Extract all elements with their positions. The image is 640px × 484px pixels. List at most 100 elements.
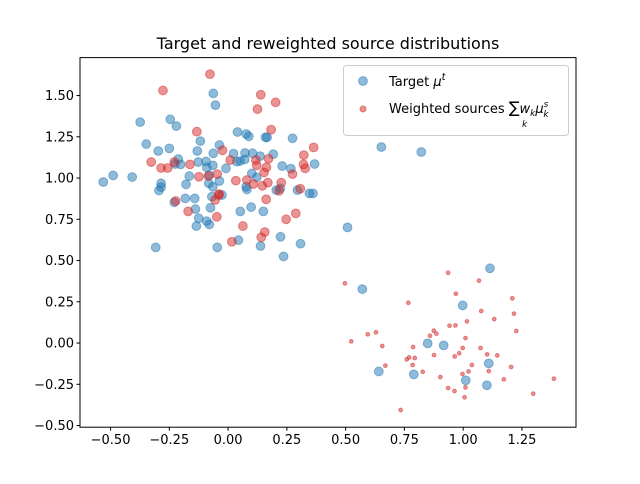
source-point	[191, 126, 202, 137]
target-point	[208, 88, 219, 99]
source-point-small	[511, 311, 517, 317]
target-point	[246, 202, 257, 212]
target-point	[207, 181, 218, 192]
x-axis: −0.50 −0.25 0.00 0.25 0.50 0.75 1.00 1.25	[91, 427, 536, 448]
source-point-small	[453, 322, 458, 328]
source-point	[211, 211, 222, 222]
target-point	[164, 143, 175, 154]
source-point	[226, 236, 237, 247]
source-point	[170, 196, 181, 206]
target-point	[98, 177, 109, 187]
x-tick-label: 0.50	[331, 433, 360, 448]
source-point	[194, 171, 204, 182]
source-point-small	[433, 331, 439, 337]
legend-label-sources: Weighted sources ∑wkμs k	[389, 98, 549, 120]
source-point	[300, 163, 311, 174]
target-point	[127, 172, 138, 182]
target-point	[192, 146, 203, 156]
source-point-small	[486, 368, 492, 374]
target-point	[221, 163, 231, 174]
target-point	[287, 133, 298, 144]
source-point-small	[447, 323, 452, 329]
legend-math-sum: ∑	[509, 98, 520, 117]
x-tick-label: 1.00	[449, 433, 478, 448]
source-point-small	[501, 376, 507, 382]
source-point-small	[373, 329, 379, 335]
target-point	[150, 242, 161, 253]
target-point	[108, 170, 119, 181]
target-point	[154, 185, 164, 196]
target-point	[262, 132, 273, 143]
legend-marker-sources	[359, 105, 367, 113]
source-point	[281, 214, 292, 225]
source-point	[205, 69, 215, 79]
source-point-small	[551, 376, 557, 382]
source-point	[262, 177, 273, 188]
source-point-small	[476, 278, 482, 284]
source-point-small	[478, 308, 484, 314]
source-point	[255, 89, 266, 100]
source-point	[252, 104, 263, 114]
target-point	[153, 146, 164, 156]
source-point-small	[342, 280, 348, 286]
points-layer	[98, 69, 557, 413]
x-tick-label: −0.25	[149, 433, 189, 448]
source-point	[270, 97, 281, 108]
target-point	[141, 139, 152, 149]
target-point	[460, 375, 471, 386]
source-point-small	[463, 335, 468, 341]
source-point	[203, 171, 214, 181]
source-point	[225, 155, 236, 165]
source-point-small	[431, 328, 437, 334]
legend-label-target: Target μt	[388, 72, 447, 90]
legend-math: w	[520, 102, 531, 117]
source-point-small	[530, 391, 536, 397]
x-tick-label: −0.50	[91, 433, 131, 448]
source-point-small	[445, 385, 451, 391]
target-point	[171, 121, 182, 131]
source-point-small	[466, 369, 471, 374]
source-point-small	[410, 344, 416, 350]
source-point-small	[453, 291, 459, 297]
source-point-small	[462, 394, 467, 400]
source-point	[238, 221, 248, 231]
y-tick-label: 1.50	[45, 89, 74, 104]
target-point	[309, 159, 320, 169]
source-point-small	[405, 300, 411, 306]
source-point	[214, 189, 225, 199]
legend-text: Target	[388, 75, 433, 90]
target-point	[416, 147, 427, 157]
source-point-small	[398, 407, 404, 413]
target-point	[180, 193, 191, 204]
y-tick-label: −0.50	[34, 419, 74, 434]
y-tick-label: 1.00	[45, 172, 74, 187]
target-point	[308, 188, 318, 199]
target-point	[485, 263, 495, 274]
legend-math-sup: s	[544, 100, 549, 110]
target-point	[482, 380, 492, 391]
y-tick-label: 0.75	[45, 213, 74, 228]
source-point-small	[420, 369, 426, 375]
y-tick-label: 0.50	[45, 254, 74, 269]
y-tick-label: 1.25	[45, 130, 74, 145]
target-point	[255, 241, 266, 251]
source-point-small	[427, 333, 433, 339]
y-axis: −0.50 −0.25 0.00 0.25 0.50 0.75 1.00 1.25 1.50	[34, 89, 80, 434]
source-point	[290, 208, 301, 219]
source-point	[295, 183, 306, 194]
x-tick-label: 1.25	[507, 433, 536, 448]
source-point-small	[469, 362, 475, 368]
source-point	[263, 153, 274, 164]
source-point	[261, 194, 272, 205]
target-point	[438, 340, 449, 351]
source-point-small	[509, 295, 515, 301]
target-point	[243, 131, 254, 142]
source-point	[274, 185, 285, 196]
target-point	[457, 300, 468, 311]
source-point-small	[379, 343, 385, 349]
source-point-small	[382, 363, 388, 369]
source-point	[146, 157, 157, 167]
target-point	[205, 202, 216, 213]
source-point-small	[348, 339, 354, 344]
